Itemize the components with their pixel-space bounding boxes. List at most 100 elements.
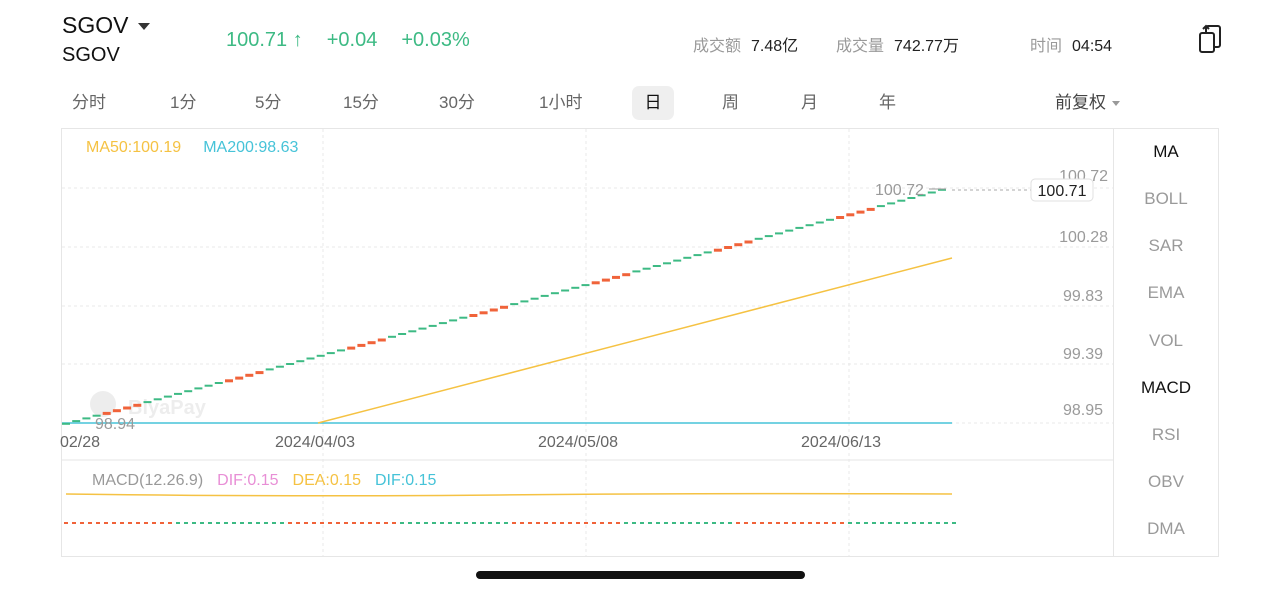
macd-bar bbox=[936, 522, 940, 524]
macd-bar bbox=[584, 522, 588, 524]
candle bbox=[489, 308, 498, 312]
macd-bar bbox=[856, 522, 860, 524]
ticker-selector[interactable]: SGOV bbox=[62, 12, 151, 39]
macd-bar bbox=[632, 522, 636, 524]
tab-1min[interactable]: 1分 bbox=[170, 93, 197, 112]
macd-histogram bbox=[64, 522, 956, 524]
macd-bar bbox=[88, 522, 92, 524]
indicator-rsi[interactable]: RSI bbox=[1151, 425, 1181, 444]
last-price: 100.71 ↑ bbox=[226, 29, 303, 51]
tab-15min[interactable]: 15分 bbox=[343, 93, 379, 112]
candle bbox=[540, 294, 549, 297]
adjust-label: 前复权 bbox=[1055, 93, 1106, 112]
macd-bar bbox=[472, 522, 476, 524]
ma-legend: MA50:100.19 MA200:98.63 bbox=[86, 139, 298, 157]
tab-1hour[interactable]: 1小时 bbox=[539, 93, 583, 112]
candle bbox=[703, 251, 712, 254]
tab-month[interactable]: 月 bbox=[801, 93, 818, 112]
macd-bar bbox=[320, 522, 324, 524]
macd-bar bbox=[648, 522, 652, 524]
candle bbox=[785, 229, 794, 232]
candle bbox=[663, 262, 671, 265]
low-label: 98.94 bbox=[95, 416, 135, 433]
macd-bar bbox=[680, 522, 684, 524]
macd-bar bbox=[120, 522, 124, 524]
candle bbox=[398, 333, 407, 335]
macd-bar bbox=[336, 522, 340, 524]
home-indicator[interactable] bbox=[476, 571, 805, 579]
macd-bar bbox=[440, 522, 444, 524]
candle bbox=[530, 297, 539, 300]
indicator-ema[interactable]: EMA bbox=[1147, 283, 1185, 302]
chart-grid bbox=[62, 129, 1113, 556]
candle bbox=[377, 338, 386, 342]
macd-bar bbox=[760, 522, 764, 524]
macd-bar bbox=[312, 522, 316, 524]
indicator-boll[interactable]: BOLL bbox=[1144, 189, 1188, 208]
macd-bar bbox=[256, 522, 260, 524]
chart-frame bbox=[61, 128, 1219, 557]
macd-bar bbox=[728, 522, 732, 524]
candle bbox=[418, 327, 427, 330]
candle bbox=[306, 357, 315, 360]
macd-bar bbox=[816, 522, 820, 524]
candle bbox=[561, 289, 570, 292]
macd-bar bbox=[296, 522, 300, 524]
tab-day[interactable]: 日 bbox=[632, 86, 674, 120]
candle bbox=[438, 322, 447, 325]
price-summary: 100.71 ↑ +0.04 +0.03% bbox=[226, 29, 470, 52]
ma50-line bbox=[317, 257, 953, 424]
indicator-ma[interactable]: MA bbox=[1153, 142, 1179, 161]
macd-bar bbox=[912, 522, 916, 524]
macd-bar bbox=[656, 522, 660, 524]
adjust-dropdown[interactable]: 前复权 bbox=[1055, 86, 1120, 120]
candle bbox=[347, 346, 356, 350]
candle bbox=[805, 224, 814, 227]
volume-label: 成交量 bbox=[836, 38, 885, 55]
indicator-obv[interactable]: OBV bbox=[1148, 472, 1184, 491]
candle bbox=[938, 188, 946, 191]
macd-bar bbox=[392, 522, 396, 524]
candle bbox=[143, 401, 152, 404]
candle bbox=[510, 303, 519, 306]
candle bbox=[469, 314, 478, 317]
indicator-macd[interactable]: MACD bbox=[1140, 378, 1192, 397]
macd-legend: MACD(12.26.9) DIF:0.15 DEA:0.15 DIF:0.15 bbox=[92, 472, 436, 490]
tab-week[interactable]: 周 bbox=[722, 93, 739, 112]
macd-bar bbox=[160, 522, 164, 524]
candle bbox=[408, 330, 417, 333]
candle bbox=[255, 371, 264, 375]
macd-bar bbox=[664, 522, 668, 524]
candle bbox=[612, 275, 620, 279]
candle bbox=[275, 365, 284, 368]
share-icon[interactable] bbox=[1197, 24, 1223, 54]
indicator-vol[interactable]: VOL bbox=[1148, 331, 1184, 350]
macd-bar bbox=[672, 522, 676, 524]
macd-bar bbox=[192, 522, 196, 524]
indicator-sar[interactable]: SAR bbox=[1148, 236, 1184, 255]
macd-bar bbox=[96, 522, 100, 524]
candle bbox=[286, 363, 295, 365]
macd-bar bbox=[344, 522, 348, 524]
indicator-dma[interactable]: DMA bbox=[1147, 519, 1185, 538]
arrow-up-icon: ↑ bbox=[292, 29, 303, 51]
candle bbox=[571, 286, 580, 289]
price-change-percent: +0.03% bbox=[401, 29, 470, 51]
macd-bar bbox=[688, 522, 692, 524]
macd-bar bbox=[152, 522, 156, 524]
tab-30min[interactable]: 30分 bbox=[439, 93, 475, 112]
macd-bar bbox=[200, 522, 204, 524]
candle bbox=[214, 382, 223, 384]
macd-bar bbox=[928, 522, 932, 524]
candle bbox=[235, 376, 244, 380]
tab-minute[interactable]: 分时 bbox=[72, 93, 106, 112]
macd-bar bbox=[880, 522, 884, 524]
tab-year[interactable]: 年 bbox=[879, 93, 896, 112]
candle bbox=[428, 324, 437, 327]
macd-bar bbox=[432, 522, 436, 524]
candle bbox=[673, 259, 682, 262]
tab-5min[interactable]: 5分 bbox=[255, 93, 282, 112]
candle bbox=[887, 202, 896, 205]
macd-bar bbox=[144, 522, 148, 524]
